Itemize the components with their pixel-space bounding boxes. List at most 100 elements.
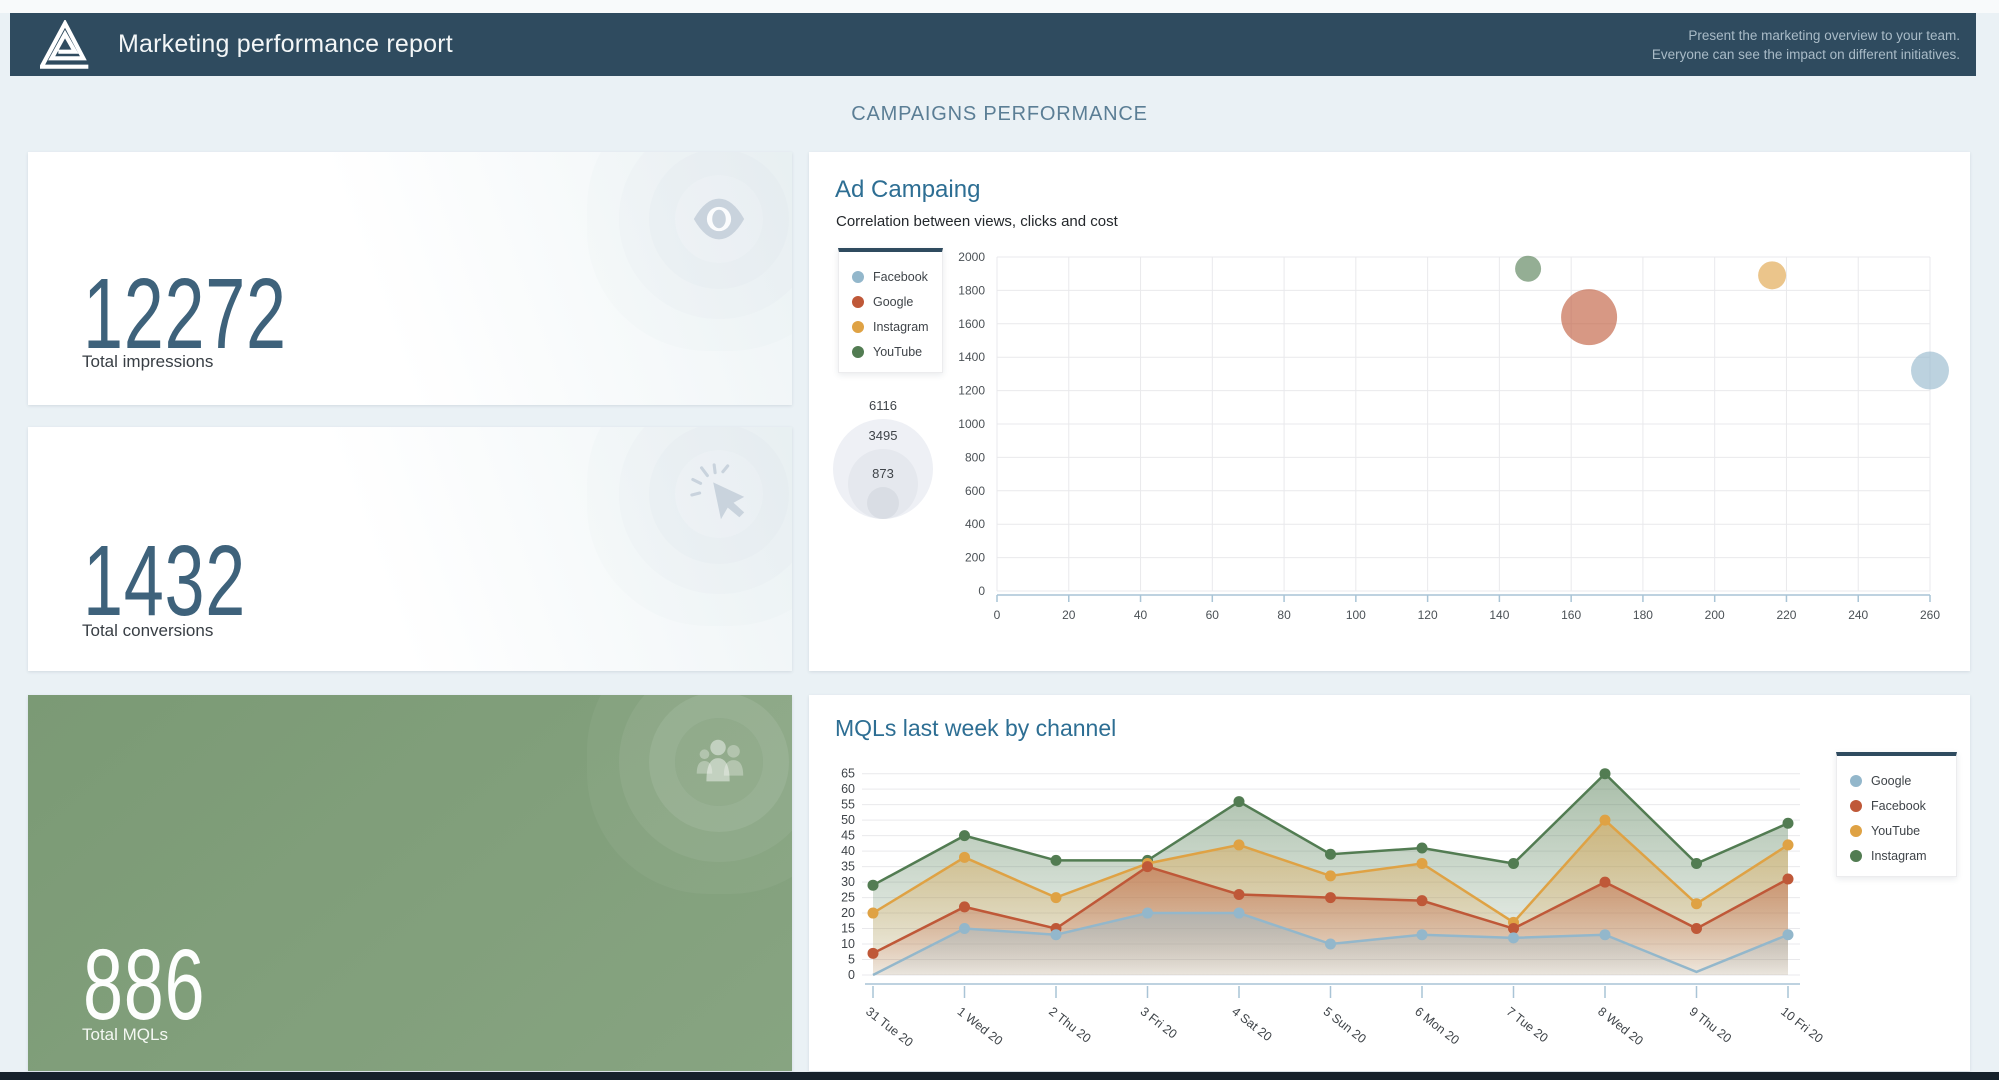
- data-point-youtube[interactable]: [1325, 870, 1336, 882]
- legend-swatch-icon: [1850, 799, 1862, 812]
- legend-item[interactable]: Facebook: [1850, 793, 1950, 818]
- svg-text:40: 40: [841, 844, 855, 858]
- header-note-line2: Everyone can see the impact on different…: [1651, 46, 1960, 62]
- data-point-google[interactable]: [1782, 929, 1794, 941]
- x-axis-label: 10 Fri 20: [1778, 1004, 1826, 1045]
- data-point-google[interactable]: [1050, 929, 1062, 941]
- x-axis-label: 5 Sun 20: [1321, 1004, 1369, 1046]
- svg-text:80: 80: [1277, 608, 1291, 622]
- bubble-point-google[interactable]: [1561, 289, 1618, 346]
- legend-label: Google: [873, 294, 914, 309]
- chart-subtitle: Correlation between views, clicks and co…: [836, 213, 1118, 230]
- legend-item[interactable]: YouTube: [1850, 818, 1950, 843]
- x-axis-label: 7 Tue 20: [1504, 1004, 1551, 1045]
- eye-icon: [693, 198, 745, 240]
- data-point-youtube[interactable]: [1599, 814, 1611, 826]
- legend-item[interactable]: Facebook: [852, 264, 936, 289]
- svg-text:30: 30: [841, 875, 855, 889]
- header-bar: Marketing performance report Present the…: [10, 13, 1976, 76]
- data-point-facebook[interactable]: [1782, 873, 1794, 885]
- data-point-google[interactable]: [1508, 932, 1519, 944]
- data-point-youtube[interactable]: [1782, 839, 1794, 851]
- legend-item[interactable]: Instagram: [1850, 843, 1950, 868]
- bubble-point-youtube[interactable]: [1515, 255, 1542, 282]
- data-point-google[interactable]: [959, 923, 970, 935]
- data-point-facebook[interactable]: [1325, 892, 1336, 904]
- x-axis-label: 9 Thu 20: [1687, 1004, 1734, 1045]
- legend-label: Facebook: [873, 269, 928, 284]
- data-point-youtube[interactable]: [1416, 858, 1428, 870]
- legend-swatch-icon: [1850, 774, 1862, 787]
- data-point-instagram[interactable]: [1050, 854, 1062, 866]
- data-point-google[interactable]: [1325, 938, 1336, 950]
- data-point-instagram[interactable]: [1325, 848, 1336, 860]
- data-point-instagram[interactable]: [1508, 858, 1519, 870]
- data-point-facebook[interactable]: [1508, 923, 1519, 935]
- app-logo-icon[interactable]: [40, 19, 90, 70]
- data-point-google[interactable]: [1599, 929, 1611, 941]
- data-point-instagram[interactable]: [1782, 817, 1794, 829]
- svg-text:1000: 1000: [958, 417, 985, 431]
- stat-card-mqls: 886 Total MQLs: [28, 695, 792, 1071]
- svg-text:200: 200: [1705, 608, 1725, 622]
- svg-text:600: 600: [965, 484, 985, 498]
- bubble-chart-canvas[interactable]: 0 200 400 600 800 1000 1200 1400 1600 1800 2000 0 20…: [809, 152, 1970, 671]
- data-point-facebook[interactable]: [1599, 876, 1611, 888]
- bubble-point-instagram[interactable]: [1758, 261, 1787, 290]
- stat-label: Total impressions: [82, 352, 214, 371]
- svg-text:35: 35: [841, 860, 855, 874]
- bubble-point-facebook[interactable]: [1911, 351, 1949, 390]
- svg-text:6116: 6116: [869, 398, 897, 413]
- x-axis-label: 1 Wed 20: [955, 1004, 1006, 1048]
- data-point-google[interactable]: [1233, 907, 1245, 919]
- data-point-facebook[interactable]: [1691, 923, 1702, 935]
- data-point-instagram[interactable]: [1599, 768, 1611, 780]
- data-point-youtube[interactable]: [1233, 839, 1245, 851]
- legend-item[interactable]: Google: [1850, 768, 1950, 793]
- data-point-facebook[interactable]: [1233, 888, 1245, 900]
- bubble-chart-legend: Facebook Google Instagram YouTube: [838, 248, 943, 373]
- data-point-instagram[interactable]: [959, 830, 970, 842]
- svg-text:60: 60: [1206, 608, 1220, 622]
- svg-text:140: 140: [1489, 608, 1509, 622]
- svg-text:100: 100: [1346, 608, 1366, 622]
- data-point-google[interactable]: [1416, 929, 1428, 941]
- svg-text:1800: 1800: [958, 283, 985, 297]
- cursor-click-icon: [690, 463, 745, 520]
- legend-item[interactable]: Google: [852, 289, 936, 314]
- data-point-facebook[interactable]: [1416, 895, 1428, 907]
- svg-text:55: 55: [841, 798, 855, 812]
- ripple-decoration: [675, 718, 763, 806]
- svg-text:1400: 1400: [958, 350, 985, 364]
- data-point-facebook[interactable]: [959, 901, 970, 913]
- stat-value: 886: [83, 929, 206, 1041]
- chart-title: Ad Campaing: [835, 176, 981, 203]
- stat-value: 12272: [83, 258, 287, 370]
- data-point-instagram[interactable]: [1691, 858, 1702, 870]
- data-point-instagram[interactable]: [867, 879, 879, 891]
- data-point-instagram[interactable]: [1233, 796, 1245, 808]
- data-point-youtube[interactable]: [1050, 892, 1062, 904]
- svg-text:1600: 1600: [958, 317, 985, 331]
- header-note-line1: Present the marketing overview to your t…: [1688, 27, 1960, 43]
- legend-item[interactable]: YouTube: [852, 339, 936, 364]
- svg-text:0: 0: [994, 608, 1001, 622]
- data-point-facebook[interactable]: [867, 947, 879, 959]
- svg-text:40: 40: [1134, 608, 1148, 622]
- chart-title: MQLs last week by channel: [835, 715, 1117, 741]
- data-point-youtube[interactable]: [1691, 898, 1702, 910]
- data-point-google[interactable]: [1142, 907, 1153, 919]
- svg-text:65: 65: [841, 767, 855, 781]
- svg-text:60: 60: [841, 782, 855, 796]
- data-point-youtube[interactable]: [867, 907, 879, 919]
- legend-item[interactable]: Instagram: [852, 314, 936, 339]
- area-chart-legend: Google Facebook YouTube Instagram: [1836, 752, 1957, 877]
- svg-text:50: 50: [841, 813, 855, 827]
- data-point-facebook[interactable]: [1142, 861, 1153, 873]
- data-point-youtube[interactable]: [959, 851, 970, 863]
- data-point-instagram[interactable]: [1416, 842, 1428, 854]
- svg-text:873: 873: [872, 466, 894, 481]
- svg-text:240: 240: [1848, 608, 1868, 622]
